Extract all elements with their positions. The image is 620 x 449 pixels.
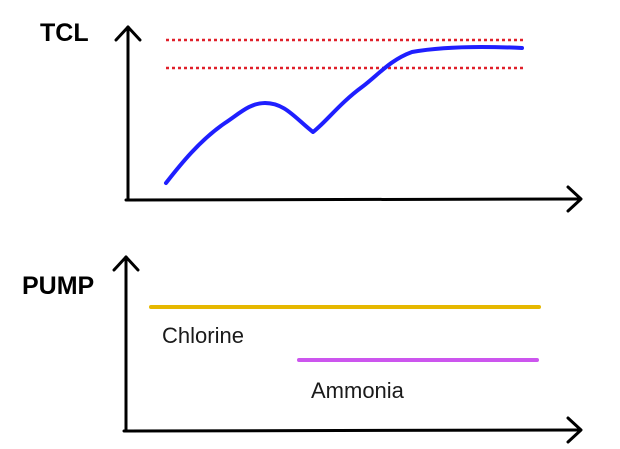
pump-x-axis-arrow-icon	[566, 416, 583, 444]
ammonia-label: Ammonia	[311, 378, 405, 403]
chlorine-label: Chlorine	[162, 323, 244, 348]
tcl-x-axis	[124, 197, 582, 202]
tcl-y-axis-arrow-icon	[114, 25, 142, 42]
pump-axis-title: PUMP	[22, 272, 94, 300]
pump-panel: PUMP Chlorine Ammonia	[22, 255, 583, 444]
tcl-curve	[164, 45, 524, 185]
tcl-panel: TCL	[40, 19, 583, 213]
tcl-x-axis-arrow-icon	[566, 185, 583, 213]
pump-y-axis-arrow-icon	[112, 255, 140, 272]
pump-x-axis	[122, 428, 582, 433]
tcl-axis-title: TCL	[40, 19, 89, 47]
